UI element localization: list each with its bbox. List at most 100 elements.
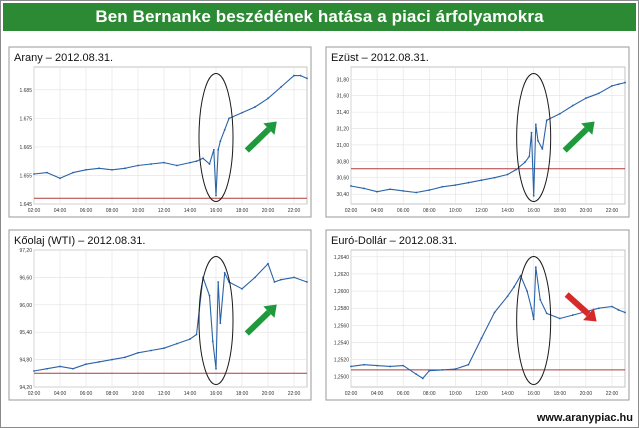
data-point: [208, 294, 211, 297]
x-tick-label: 02:00: [28, 208, 41, 214]
trend-arrow-head: [263, 304, 277, 318]
data-point: [571, 104, 574, 107]
x-tick-label: 20:00: [262, 391, 275, 397]
data-point: [467, 363, 470, 366]
trend-arrow-shaft: [244, 126, 271, 153]
highlight-ellipse: [516, 73, 552, 202]
data-point: [306, 77, 308, 80]
data-point: [532, 318, 535, 321]
data-point: [72, 367, 74, 370]
data-point: [598, 307, 600, 310]
data-point: [124, 167, 126, 170]
data-point: [267, 262, 269, 265]
y-tick-label: 1,2600: [334, 289, 350, 295]
x-tick-label: 10:00: [132, 208, 145, 214]
data-point: [111, 358, 113, 361]
y-tick-label: 1,2580: [334, 306, 350, 312]
data-point: [441, 368, 444, 371]
x-tick-label: 16:00: [210, 391, 223, 397]
x-tick-label: 10:00: [132, 391, 145, 397]
y-tick-label: 94,20: [19, 385, 32, 391]
data-point: [46, 171, 48, 174]
data-point: [389, 188, 392, 191]
data-point: [402, 364, 405, 367]
x-tick-label: 08:00: [423, 391, 436, 397]
x-tick-label: 10:00: [449, 208, 462, 214]
data-point: [558, 317, 561, 320]
x-tick-label: 22:00: [288, 208, 301, 214]
data-point: [571, 314, 574, 316]
x-tick-label: 14:00: [501, 391, 514, 397]
data-point: [223, 271, 226, 274]
y-tick-label: 30,40: [336, 192, 349, 198]
data-point: [363, 363, 365, 366]
y-tick-label: 96,00: [19, 303, 32, 309]
data-point: [415, 373, 418, 376]
x-tick-label: 04:00: [54, 391, 67, 397]
data-point: [85, 363, 87, 366]
data-point: [293, 276, 295, 279]
x-tick-label: 04:00: [371, 208, 384, 214]
data-point: [150, 349, 152, 352]
data-point: [195, 333, 198, 336]
trend-arrow-head: [583, 308, 597, 322]
data-point: [541, 148, 544, 150]
x-tick-label: 12:00: [158, 391, 171, 397]
data-point: [176, 342, 178, 345]
x-tick-label: 12:00: [475, 391, 488, 397]
y-tick-label: 95,40: [19, 330, 32, 336]
data-point: [526, 290, 529, 292]
x-tick-label: 04:00: [54, 208, 67, 214]
data-point: [254, 276, 256, 279]
title-banner: Ben Bernanke beszédének hatása a piaci á…: [3, 3, 636, 31]
data-point: [33, 173, 35, 175]
data-point: [421, 377, 424, 380]
y-tick-label: 1,2540: [334, 340, 350, 346]
y-tick-label: 31,00: [336, 143, 349, 149]
x-tick-label: 06:00: [80, 208, 93, 214]
data-point: [59, 177, 61, 180]
data-point: [506, 173, 509, 176]
chart-title: Euró-Dollár – 2012.08.31.: [331, 235, 457, 247]
x-tick-label: 16:00: [210, 208, 223, 214]
x-tick-label: 02:00: [345, 208, 358, 214]
data-point: [545, 119, 548, 122]
data-point: [306, 281, 308, 283]
data-point: [267, 97, 269, 100]
y-tick-label: 96,60: [19, 275, 32, 281]
highlight-ellipse: [198, 73, 234, 202]
data-point: [212, 148, 215, 151]
data-point: [217, 281, 220, 283]
y-tick-label: 1,2520: [334, 358, 350, 364]
x-tick-label: 08:00: [106, 391, 119, 397]
data-point: [611, 305, 613, 308]
data-point: [530, 131, 533, 134]
y-tick-label: 1.655: [19, 173, 32, 179]
x-tick-label: 18:00: [554, 391, 567, 397]
data-point: [241, 111, 243, 114]
x-tick-label: 14:00: [184, 208, 197, 214]
data-point: [46, 367, 48, 370]
data-point: [624, 81, 626, 84]
data-point: [534, 123, 537, 126]
chart-title: Kőolaj (WTI) – 2012.08.31.: [14, 235, 145, 247]
data-point: [617, 309, 620, 311]
data-point: [273, 281, 276, 283]
data-point: [208, 163, 211, 165]
x-tick-label: 16:00: [527, 208, 540, 214]
data-point: [441, 185, 444, 188]
data-point: [137, 164, 139, 167]
y-tick-label: 30,60: [336, 176, 349, 182]
data-point: [376, 190, 378, 193]
data-point: [85, 168, 87, 171]
trend-arrow-head: [581, 121, 595, 135]
x-tick-label: 18:00: [236, 208, 249, 214]
y-tick-label: 1.675: [19, 116, 32, 122]
y-tick-label: 31,60: [336, 94, 349, 100]
data-point: [428, 189, 431, 191]
footer-url: www.aranypiac.hu: [536, 412, 633, 424]
data-point: [350, 365, 352, 368]
highlight-ellipse: [198, 256, 234, 385]
x-tick-label: 06:00: [397, 208, 410, 214]
y-tick-label: 97,20: [19, 248, 32, 254]
